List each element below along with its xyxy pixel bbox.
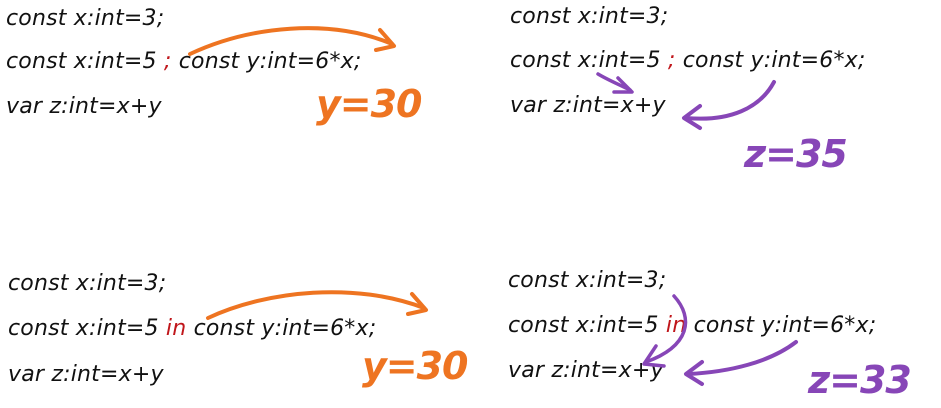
code-line-3-top-right: var z:int=x+y	[510, 93, 666, 118]
arrowhead-top-right-a	[612, 76, 634, 94]
code-line-3-bottom-left: var z:int=x+y	[8, 362, 164, 387]
code-line-1-top-left: const x:int=3;	[6, 6, 165, 31]
code-line-3-bottom-right: var z:int=x+y	[508, 358, 664, 383]
code-fragment: const y:int=6*x;	[186, 316, 377, 341]
code-fragment: const x:int=5	[6, 49, 164, 74]
code-line-2-top-right: const x:int=5 ; const y:int=6*x;	[510, 48, 866, 73]
arrowhead-top-right-b	[682, 104, 702, 130]
separator-token: ;	[163, 49, 172, 74]
arrowhead-bottom-right-b	[684, 360, 704, 386]
code-line-1-top-right: const x:int=3;	[510, 4, 669, 29]
code-line-2-top-left: const x:int=5 ; const y:int=6*x;	[6, 49, 362, 74]
result-annotation-bottom-right: z=33	[808, 358, 912, 402]
code-line-3-top-left: var z:int=x+y	[6, 94, 162, 119]
separator-token: in	[665, 313, 687, 338]
code-line-2-bottom-left: const x:int=5 in const y:int=6*x;	[8, 316, 376, 341]
arrow-top-right-b	[684, 80, 776, 121]
arrow-top-right-a	[596, 72, 632, 92]
code-fragment: const y:int=6*x;	[171, 49, 362, 74]
arrowhead-bottom-left	[406, 292, 428, 316]
arrow-bottom-left	[206, 290, 426, 320]
separator-token: ;	[667, 48, 676, 73]
separator-token: in	[165, 316, 187, 341]
result-annotation-top-left: y=30	[316, 82, 422, 126]
code-line-1-bottom-left: const x:int=3;	[8, 271, 167, 296]
result-annotation-bottom-left: y=30	[362, 344, 468, 388]
code-fragment: const y:int=6*x;	[675, 48, 866, 73]
code-fragment: const x:int=5	[8, 316, 166, 341]
arrowhead-top-left	[374, 28, 396, 52]
code-fragment: const x:int=5	[508, 313, 666, 338]
code-fragment: const y:int=6*x;	[686, 313, 877, 338]
code-line-1-bottom-right: const x:int=3;	[508, 268, 667, 293]
arrow-bottom-right-b	[686, 340, 798, 376]
result-annotation-top-right: z=35	[744, 132, 848, 176]
code-line-2-bottom-right: const x:int=5 in const y:int=6*x;	[508, 313, 876, 338]
code-fragment: const x:int=5	[510, 48, 668, 73]
